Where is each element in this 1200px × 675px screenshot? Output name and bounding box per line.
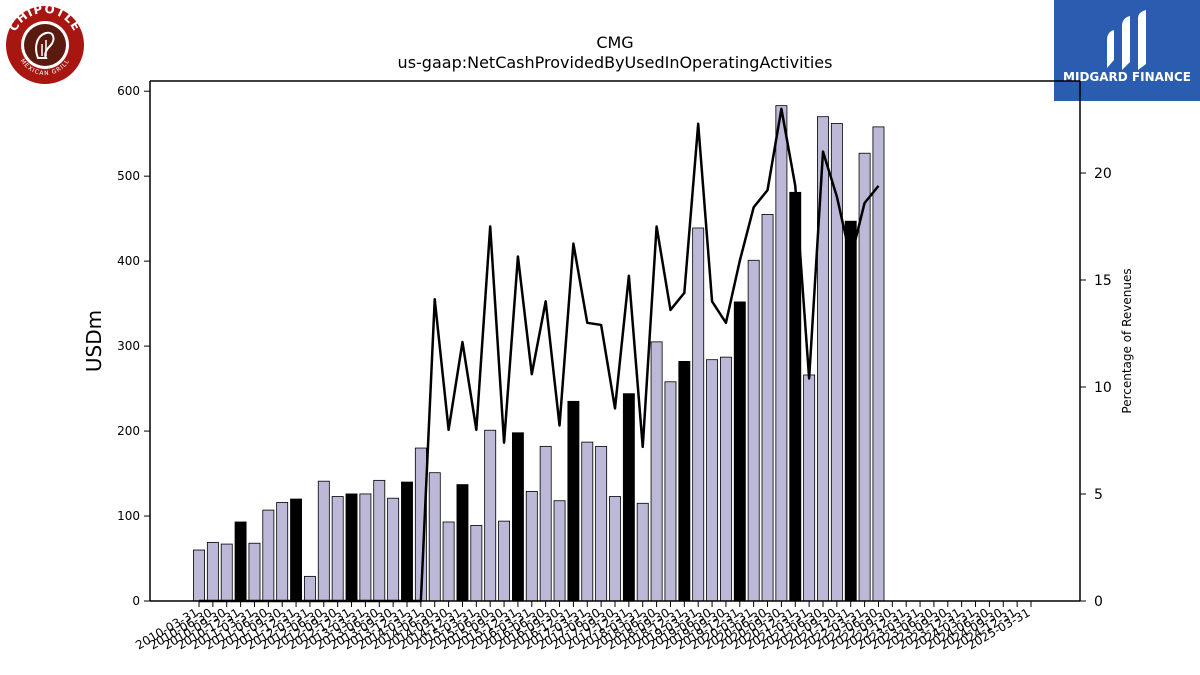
bar-2015-06-30 (484, 429, 497, 602)
axes: 0100200300400500600051015202010-03-31201… (117, 80, 1112, 652)
bar-2017-12-31 (622, 393, 635, 602)
y-tick-label: 0 (132, 594, 140, 608)
bar-2019-03-31 (692, 227, 705, 602)
y2-tick-label: 5 (1094, 487, 1103, 503)
y-axis-title: USDm (82, 310, 106, 372)
bar-2021-06-30 (817, 116, 829, 602)
bar-2018-06-30 (650, 341, 663, 602)
y-tick-label: 500 (117, 169, 140, 183)
bar-2010-06-30 (206, 541, 219, 602)
midgard-logo: MIDGARD FINANCE (1054, 0, 1200, 101)
bar-2010-03-31 (193, 549, 205, 602)
bar-2012-06-30 (317, 480, 330, 602)
bar-2016-06-30 (539, 445, 552, 602)
y-tick-label: 600 (117, 84, 140, 98)
bar-2017-09-30 (609, 496, 621, 602)
y2-tick-label: 0 (1094, 594, 1103, 610)
bar-2015-12-31 (511, 432, 524, 602)
bar-2013-06-30 (373, 479, 386, 602)
bar-2013-12-31 (401, 481, 413, 602)
bar-2017-03-31 (581, 441, 594, 602)
bar-series (193, 105, 885, 602)
bar-2014-12-31 (456, 484, 469, 602)
bar-2021-12-31 (844, 220, 857, 602)
bar-2020-06-30 (761, 213, 774, 602)
bar-2016-03-31 (525, 490, 538, 602)
bar-2015-09-30 (498, 520, 511, 602)
bar-2014-09-30 (442, 521, 455, 602)
y2-tick-label: 15 (1094, 273, 1112, 289)
bar-2021-03-31 (803, 374, 816, 602)
bar-2020-09-30 (775, 105, 788, 602)
midgard-wordmark: MIDGARD FINANCE (1063, 70, 1191, 84)
chipotle-logo: CHIPOTLE MEXICAN GRILL (4, 2, 86, 86)
bar-2013-09-30 (387, 497, 400, 602)
bar-2019-06-30 (706, 359, 719, 602)
bar-2018-03-31 (636, 502, 649, 602)
y-tick-label: 200 (117, 424, 140, 438)
bar-2011-03-31 (248, 542, 261, 602)
y-tick-label: 100 (117, 509, 140, 523)
bar-2011-12-31 (290, 498, 303, 602)
bar-2011-09-30 (276, 502, 289, 602)
bar-2017-06-30 (595, 445, 608, 602)
bar-2016-09-30 (553, 500, 566, 602)
bar-2012-09-30 (331, 496, 344, 602)
bar-2011-06-30 (262, 509, 275, 602)
bar-2020-03-31 (747, 259, 760, 602)
bar-2012-03-31 (303, 575, 316, 602)
bar-2019-12-31 (733, 301, 746, 602)
y2-tick-label: 20 (1094, 166, 1112, 182)
bar-2018-12-31 (678, 360, 691, 602)
y-tick-label: 300 (117, 339, 140, 353)
bar-2016-12-31 (567, 400, 580, 602)
y-tick-label: 400 (117, 254, 140, 268)
bar-2010-09-30 (220, 543, 233, 602)
midgard-m-icon (1107, 10, 1146, 70)
chart-title: CMG (596, 33, 633, 52)
bar-2018-09-30 (664, 381, 677, 602)
bar-2015-03-31 (470, 524, 483, 602)
bar-2012-12-31 (345, 493, 358, 602)
bar-2022-06-30 (872, 126, 885, 602)
y2-axis-title: Percentage of Revenues (1120, 268, 1134, 413)
chart-subtitle: us-gaap:NetCashProvidedByUsedInOperating… (398, 53, 833, 72)
bar-2010-12-31 (234, 521, 247, 602)
bar-2014-06-30 (428, 472, 441, 602)
y2-tick-label: 10 (1094, 380, 1112, 396)
bar-2019-09-30 (719, 356, 732, 602)
bar-2013-03-31 (359, 493, 372, 602)
